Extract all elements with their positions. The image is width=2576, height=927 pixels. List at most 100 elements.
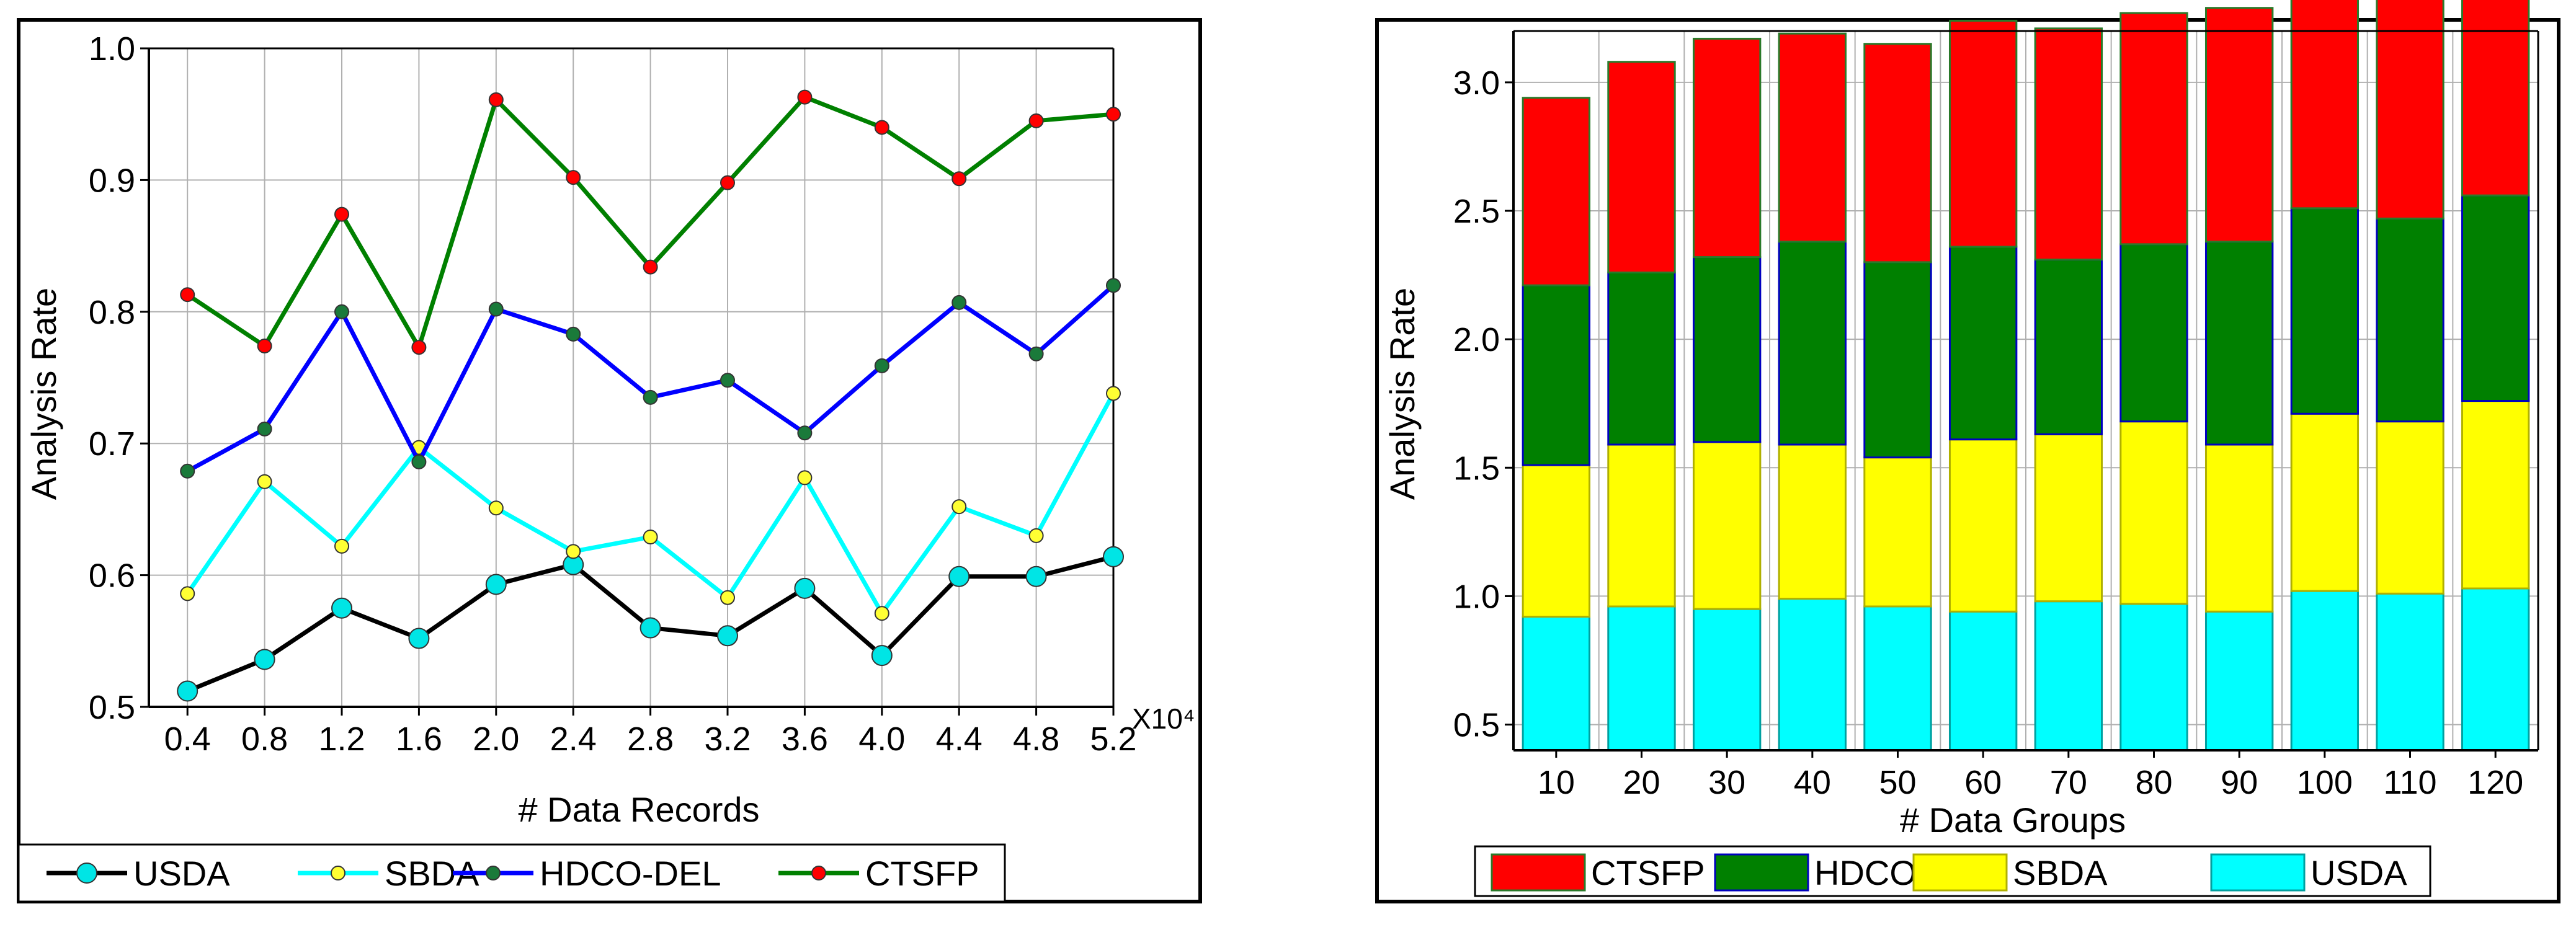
point-usda bbox=[1103, 546, 1124, 567]
line-chart-y-tick-label: 0.7 bbox=[89, 425, 135, 463]
point-hdco-del bbox=[952, 295, 967, 310]
line-chart-y-tick-label: 1.0 bbox=[89, 30, 135, 68]
legend-swatch-ctsfp bbox=[1491, 853, 1586, 892]
bar-ctsfp bbox=[1948, 19, 2018, 248]
line-chart-x-tick-label: 2.8 bbox=[627, 721, 674, 758]
bar-usda bbox=[2204, 610, 2274, 752]
line-chart-y-tick-label: 0.9 bbox=[89, 162, 135, 199]
bar-ctsfp bbox=[2376, 0, 2445, 220]
line-chart-x-tick-label: 3.6 bbox=[782, 721, 828, 758]
bar-usda bbox=[2461, 587, 2530, 752]
point-usda bbox=[717, 625, 738, 647]
bar-sbda bbox=[2376, 420, 2445, 595]
legend-swatch-sbda bbox=[1912, 853, 2008, 892]
bar-ctsfp bbox=[1607, 61, 1676, 273]
legend-label-ctsfp: CTSFP bbox=[1591, 853, 1705, 892]
bar-ctsfp bbox=[1778, 32, 1847, 243]
point-ctsfp bbox=[1106, 107, 1121, 122]
bar-usda bbox=[2290, 590, 2360, 752]
bar-sbda bbox=[2290, 412, 2360, 592]
point-hdco-del bbox=[1106, 278, 1121, 293]
bar-ctsfp bbox=[1522, 97, 1591, 286]
point-ctsfp bbox=[488, 92, 504, 107]
point-ctsfp bbox=[720, 175, 735, 190]
legend-marker-hdco-del bbox=[486, 866, 501, 880]
line-chart-axes: 0.4 0.8 1.2 1.6 2.0 2.4 2.8 3.2 3.6 4.0 4.4 4.8 5.2 0… bbox=[89, 30, 1137, 758]
legend-swatch-hdco-del bbox=[1714, 853, 1809, 892]
bar-sbda bbox=[1522, 464, 1591, 618]
bar-chart-y-tick-label: 2.0 bbox=[1453, 321, 1500, 358]
point-usda bbox=[871, 645, 893, 667]
bar-ctsfp bbox=[2119, 12, 2188, 246]
legend-label-ctsfp: CTSFP bbox=[865, 854, 979, 893]
bar-sbda bbox=[1948, 438, 2018, 613]
bar-hdco-del bbox=[2290, 207, 2360, 415]
legend-marker-sbda bbox=[331, 866, 345, 880]
bar-hdco-del bbox=[1863, 261, 1932, 459]
legend-marker-ctsfp bbox=[811, 866, 826, 880]
line-chart-y-tick-label: 0.5 bbox=[89, 689, 135, 726]
bar-chart-bars bbox=[1522, 0, 2530, 752]
point-hdco-del bbox=[334, 304, 349, 319]
bar-ctsfp bbox=[2461, 0, 2530, 197]
point-hdco-del bbox=[797, 425, 813, 441]
line-chart-x-axis-label: # Data Records bbox=[518, 790, 759, 829]
point-ctsfp bbox=[1028, 113, 1044, 128]
line-chart-legend: USDA SBDA HDCO-DEL CTSFP bbox=[17, 843, 1006, 903]
point-hdco-del bbox=[488, 301, 504, 317]
bar-hdco-del bbox=[1692, 256, 1762, 443]
line-chart-x-tick-label: 4.4 bbox=[936, 721, 983, 758]
bar-chart-panel: 10 20 30 40 50 60 70 80 90 100 110 120 0.5 1.0 1.5 2.0 2… bbox=[1375, 0, 2560, 903]
legend-label-hdco-del: HDCO-DEL bbox=[540, 854, 721, 893]
point-usda bbox=[1025, 566, 1047, 587]
point-hdco-del bbox=[720, 373, 735, 388]
point-hdco-del bbox=[643, 389, 658, 405]
bar-usda bbox=[1692, 608, 1762, 752]
line-chart-panel: 0.4 0.8 1.2 1.6 2.0 2.4 2.8 3.2 3.6 4.0 4.4 4.8 5.2 0… bbox=[17, 18, 1202, 903]
bar-ctsfp bbox=[1692, 37, 1762, 259]
point-sbda bbox=[180, 586, 195, 601]
line-chart-x-tick-label: 2.4 bbox=[550, 721, 597, 758]
point-ctsfp bbox=[566, 170, 581, 185]
point-sbda bbox=[1106, 386, 1121, 401]
bar-sbda bbox=[2204, 443, 2274, 613]
point-usda bbox=[640, 617, 661, 639]
bar-sbda bbox=[2119, 420, 2188, 605]
bar-sbda bbox=[1778, 443, 1847, 600]
bar-chart-axes: 10 20 30 40 50 60 70 80 90 100 110 120 0.5 1.0 1.5 2.0 2… bbox=[1453, 30, 2539, 801]
point-sbda bbox=[643, 530, 658, 545]
bar-chart-x-tick-label: 90 bbox=[2221, 764, 2258, 801]
legend-label-usda: USDA bbox=[2311, 853, 2407, 892]
point-usda bbox=[794, 577, 816, 599]
point-hdco-del bbox=[1028, 346, 1044, 361]
bar-chart-x-tick-label: 30 bbox=[1708, 764, 1745, 801]
bar-usda bbox=[1522, 616, 1591, 752]
bar-usda bbox=[1607, 605, 1676, 752]
point-ctsfp bbox=[411, 340, 427, 355]
bar-chart-x-tick-label: 100 bbox=[2297, 764, 2353, 801]
bar-ctsfp bbox=[1863, 43, 1932, 264]
point-hdco-del bbox=[180, 463, 195, 479]
point-ctsfp bbox=[874, 120, 889, 135]
line-chart-y-axis-label: Analysis Rate bbox=[24, 288, 63, 500]
legend-swatch-usda bbox=[2210, 853, 2306, 892]
line-chart-y-tick-label: 0.6 bbox=[89, 557, 135, 595]
line-chart-x-tick-label: 4.8 bbox=[1013, 721, 1059, 758]
bar-chart-x-tick-label: 60 bbox=[1964, 764, 2002, 801]
bar-ctsfp bbox=[2034, 27, 2103, 261]
point-ctsfp bbox=[180, 287, 195, 303]
line-chart-x-tick-label: 3.2 bbox=[704, 721, 751, 758]
line-chart-x-tick-label: 2.0 bbox=[473, 721, 519, 758]
bar-chart-legend: CTSFP HDCO-DEL SBDA USDA bbox=[1474, 845, 2431, 897]
bar-usda bbox=[1778, 598, 1847, 752]
bar-chart-x-axis-label: # Data Groups bbox=[1900, 801, 2126, 840]
point-usda bbox=[331, 597, 352, 619]
legend-label-sbda: SBDA bbox=[2013, 853, 2108, 892]
point-sbda bbox=[334, 538, 349, 554]
bar-hdco-del bbox=[2034, 259, 2103, 435]
bar-chart-x-tick-label: 50 bbox=[1879, 764, 1916, 801]
bar-chart-x-tick-label: 110 bbox=[2383, 764, 2436, 801]
point-hdco-del bbox=[874, 358, 889, 373]
line-chart-x-tick-label: 1.2 bbox=[318, 721, 365, 758]
line-chart-x-tick-label: 0.8 bbox=[241, 721, 288, 758]
